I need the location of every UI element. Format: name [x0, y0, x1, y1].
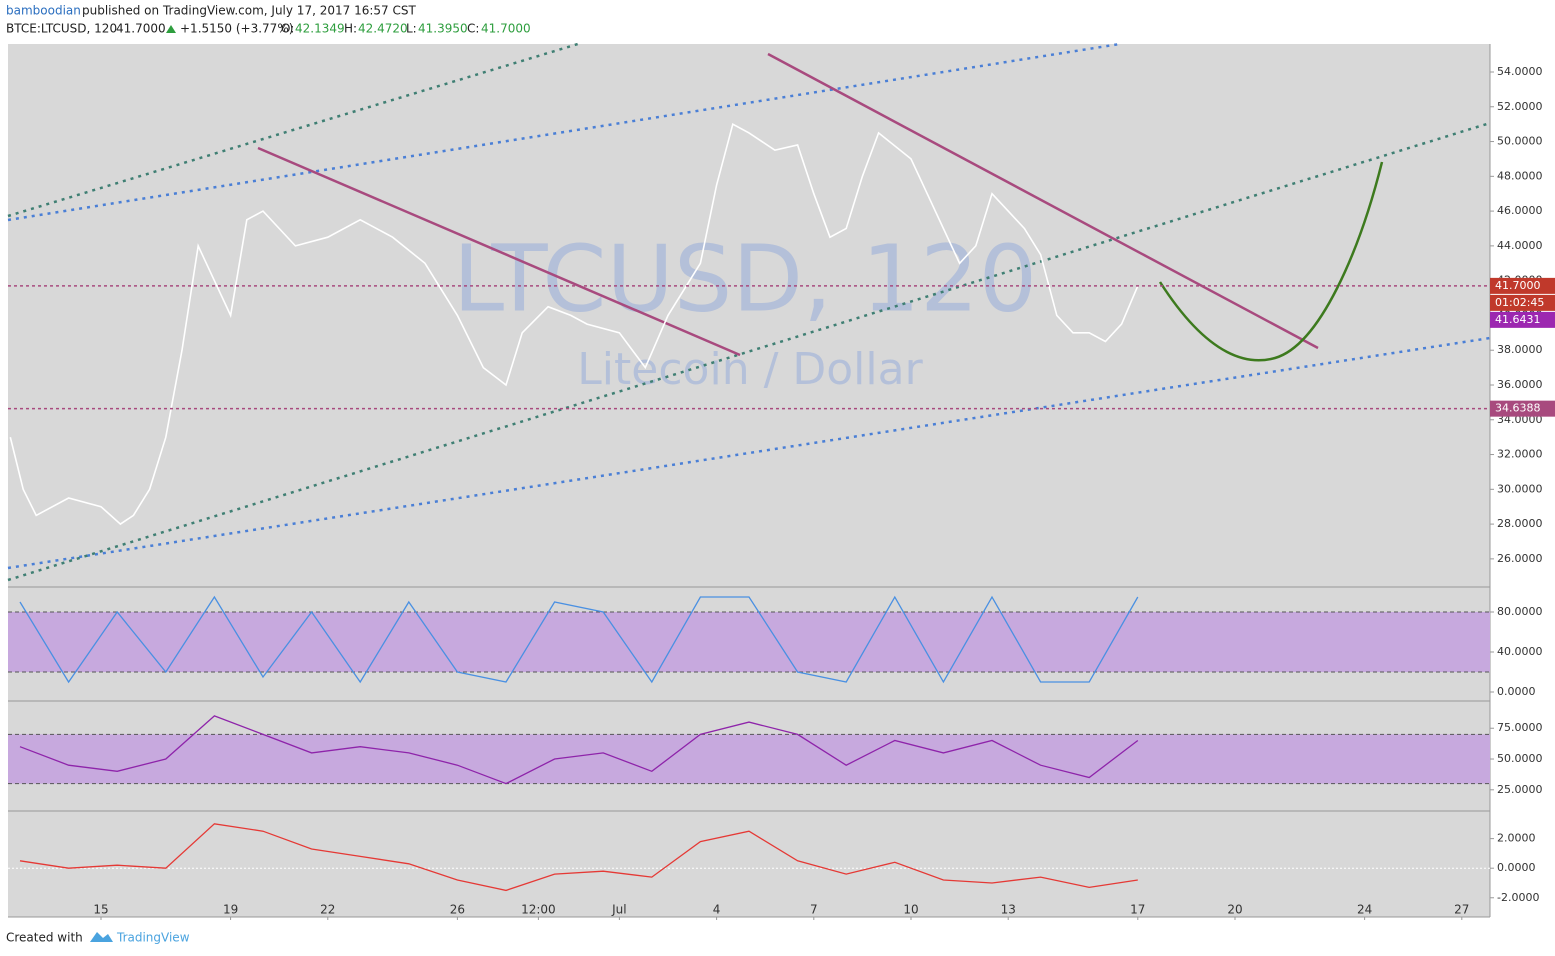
x-tick-label: Jul	[611, 903, 626, 917]
y-tick-label: 46.0000	[1497, 204, 1543, 217]
y-tick-label: 80.0000	[1497, 605, 1543, 618]
y-tick-label: 28.0000	[1497, 517, 1543, 530]
y-tick-label: 2.0000	[1497, 832, 1536, 845]
x-tick-label: 15	[93, 903, 108, 917]
x-tick-label: 13	[1001, 903, 1016, 917]
low: 41.3950	[418, 22, 468, 36]
y-tick-label: 50.0000	[1497, 752, 1543, 765]
logo	[90, 932, 113, 942]
footer	[0, 920, 1555, 956]
symbol-line: BTCE:LTCUSD, 120 41.7000 +1.5150 (+3.77%…	[6, 22, 531, 36]
y-tick-label: 25.0000	[1497, 783, 1543, 796]
channel-line	[7, 336, 1491, 570]
plot-area	[8, 44, 1490, 917]
x-tick-label: 12:00	[521, 903, 556, 917]
price-tag-label: 41.7000	[1495, 279, 1541, 292]
y-tick-label: 38.0000	[1497, 343, 1543, 356]
y-tick-label: 50.0000	[1497, 135, 1543, 148]
y-tick-label: 0.0000	[1497, 685, 1536, 698]
x-tick-label: 17	[1130, 903, 1145, 917]
series-line	[19, 823, 1138, 892]
series-line	[19, 715, 1139, 785]
channel-line	[7, 121, 1491, 582]
x-tick-label: 4	[713, 903, 721, 917]
close: 41.7000	[481, 22, 531, 36]
trend-line	[257, 146, 741, 357]
last-price: 41.7000	[116, 22, 166, 36]
y-tick-label: 52.0000	[1497, 100, 1543, 113]
price-axis	[1490, 44, 1555, 917]
high: 42.4720	[358, 22, 408, 36]
up-arrow	[166, 25, 176, 33]
open-label: O:	[281, 22, 294, 36]
x-tick-label: 27	[1454, 903, 1469, 917]
channel-line	[7, 42, 579, 218]
band	[8, 734, 1490, 784]
y-tick-label: 75.0000	[1497, 721, 1543, 734]
drawings	[7, 42, 1491, 582]
watermark: LTCUSD, 120	[453, 225, 1037, 332]
price-tag	[1490, 400, 1555, 417]
y-tick-label: 30.0000	[1497, 482, 1543, 495]
y-tick-label: 32.0000	[1497, 448, 1543, 461]
ma-tag-label: 41.6431	[1495, 313, 1541, 326]
x-tick-label: 22	[320, 903, 335, 917]
y-tick-label: 26.0000	[1497, 552, 1543, 565]
x-tick-label: 20	[1227, 903, 1242, 917]
footer-text: Created with	[6, 931, 83, 945]
series-line	[9, 123, 1139, 526]
high-label: H:	[344, 22, 357, 36]
y-tick-label: -2.0000	[1497, 891, 1539, 904]
x-tick-label: 26	[450, 903, 465, 917]
x-tick-label: 7	[810, 903, 818, 917]
projection-curve	[1158, 161, 1384, 362]
countdown-tag	[1490, 294, 1555, 311]
open: 42.1349	[295, 22, 345, 36]
y-tick-label: 0.0000	[1497, 861, 1536, 874]
y-tick-label: 54.0000	[1497, 65, 1543, 78]
y-tick-label: 48.0000	[1497, 169, 1543, 182]
price-tag	[1490, 277, 1555, 294]
trend-line	[767, 52, 1319, 350]
y-tick-label: 36.0000	[1497, 378, 1543, 391]
x-tick-label: 24	[1357, 903, 1372, 917]
author[interactable]: bamboodian	[6, 4, 81, 18]
x-tick-label: 10	[903, 903, 918, 917]
y-tick-label: 44.0000	[1497, 239, 1543, 252]
countdown: 01:02:45	[1495, 296, 1544, 309]
close-label: C:	[467, 22, 479, 36]
published: published on TradingView.com, July 17, 2…	[82, 4, 416, 18]
band	[8, 612, 1490, 672]
price-tag-label: 34.6388	[1495, 402, 1541, 415]
channel-line	[7, 42, 1121, 222]
change: +1.5150 (+3.77%)	[180, 22, 293, 36]
series-line	[19, 595, 1139, 684]
low-label: L:	[406, 22, 417, 36]
y-tick-label: 40.0000	[1497, 645, 1543, 658]
ma-tag	[1490, 311, 1555, 328]
x-tick-label: 19	[223, 903, 238, 917]
footer-brand[interactable]: TradingView	[116, 931, 190, 945]
symbol: BTCE:LTCUSD, 120	[6, 22, 117, 36]
